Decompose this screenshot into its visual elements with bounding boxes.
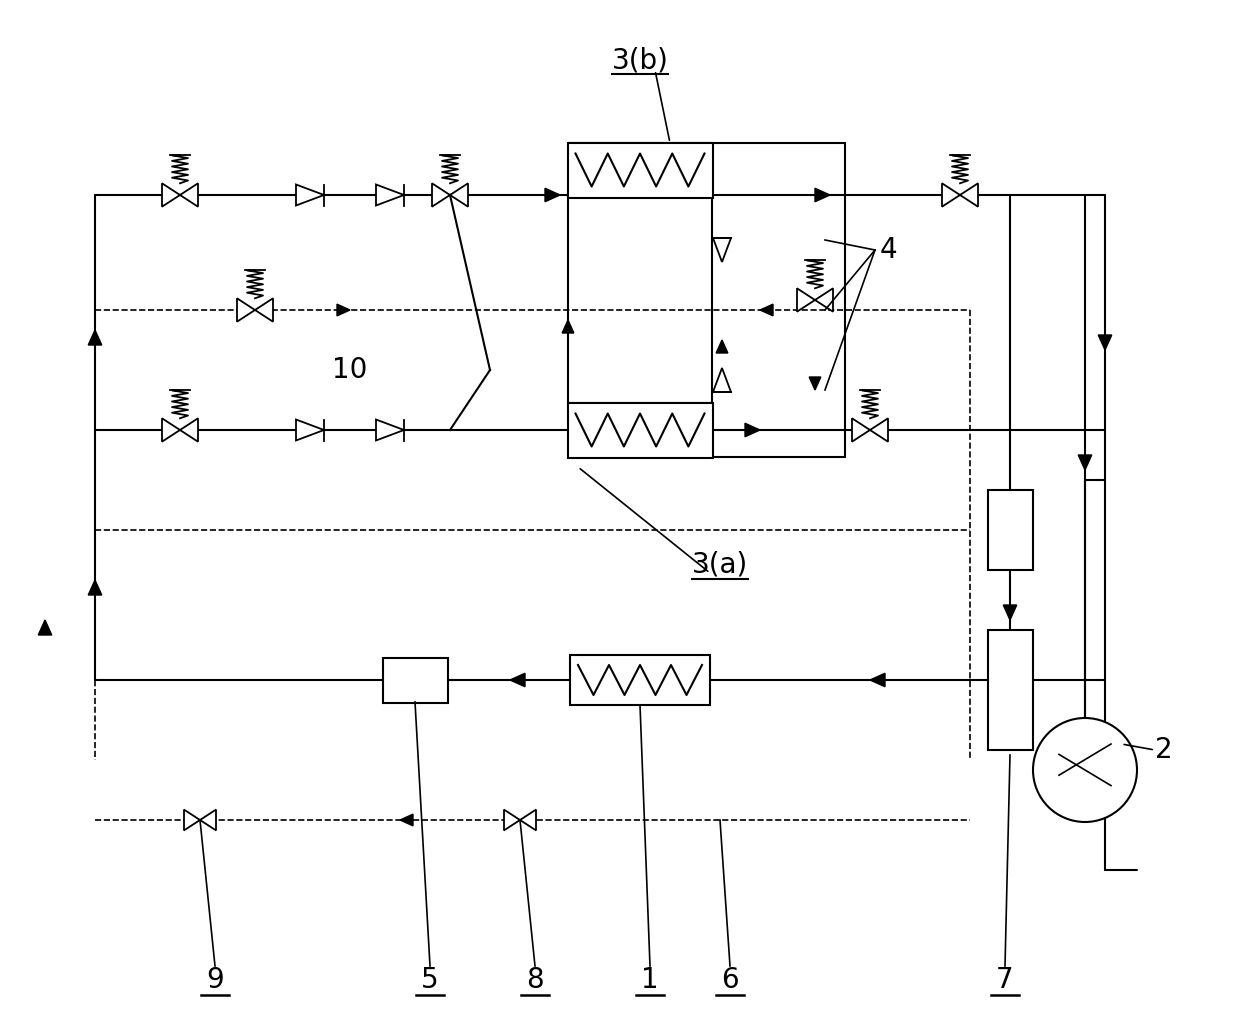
Polygon shape [815, 188, 830, 202]
Polygon shape [432, 183, 450, 207]
Polygon shape [180, 183, 198, 207]
Text: 9: 9 [206, 966, 224, 994]
Polygon shape [745, 423, 760, 437]
Polygon shape [237, 298, 255, 322]
Polygon shape [1099, 335, 1112, 350]
Polygon shape [562, 320, 574, 333]
Polygon shape [1079, 455, 1091, 470]
Polygon shape [88, 330, 102, 345]
Polygon shape [546, 188, 560, 202]
Polygon shape [760, 304, 773, 316]
Polygon shape [870, 674, 885, 687]
Polygon shape [337, 304, 350, 316]
Polygon shape [376, 184, 404, 206]
Text: 2: 2 [1154, 736, 1173, 764]
Bar [382, 657, 448, 702]
Polygon shape [510, 674, 525, 687]
Polygon shape [88, 580, 102, 595]
Bar [987, 630, 1033, 750]
Polygon shape [162, 183, 180, 207]
Polygon shape [797, 289, 815, 312]
Bar [987, 490, 1033, 570]
Polygon shape [296, 184, 324, 206]
Bar [570, 655, 711, 705]
Polygon shape [503, 809, 520, 831]
Text: 3(a): 3(a) [692, 551, 748, 579]
Polygon shape [810, 377, 821, 390]
Text: 7: 7 [996, 966, 1014, 994]
Text: 10: 10 [332, 356, 368, 384]
Text: 4: 4 [880, 236, 898, 264]
Text: 8: 8 [526, 966, 544, 994]
Text: 3(b): 3(b) [611, 46, 668, 74]
Text: 5: 5 [422, 966, 439, 994]
Polygon shape [717, 340, 728, 353]
Polygon shape [255, 298, 273, 322]
Bar [568, 402, 713, 458]
Text: 1: 1 [641, 966, 658, 994]
Polygon shape [296, 419, 324, 441]
Polygon shape [870, 418, 888, 442]
Polygon shape [960, 183, 978, 207]
Polygon shape [180, 418, 198, 442]
Polygon shape [38, 620, 52, 635]
Polygon shape [852, 418, 870, 442]
Polygon shape [520, 809, 536, 831]
Polygon shape [942, 183, 960, 207]
Bar [568, 143, 713, 198]
Polygon shape [401, 814, 413, 826]
Circle shape [1033, 718, 1137, 822]
Polygon shape [184, 809, 200, 831]
Polygon shape [713, 238, 732, 262]
Text: 6: 6 [722, 966, 739, 994]
Polygon shape [200, 809, 216, 831]
Polygon shape [376, 419, 404, 441]
Polygon shape [1003, 605, 1017, 620]
Polygon shape [713, 368, 732, 392]
Polygon shape [450, 183, 467, 207]
Polygon shape [162, 418, 180, 442]
Polygon shape [815, 289, 833, 312]
